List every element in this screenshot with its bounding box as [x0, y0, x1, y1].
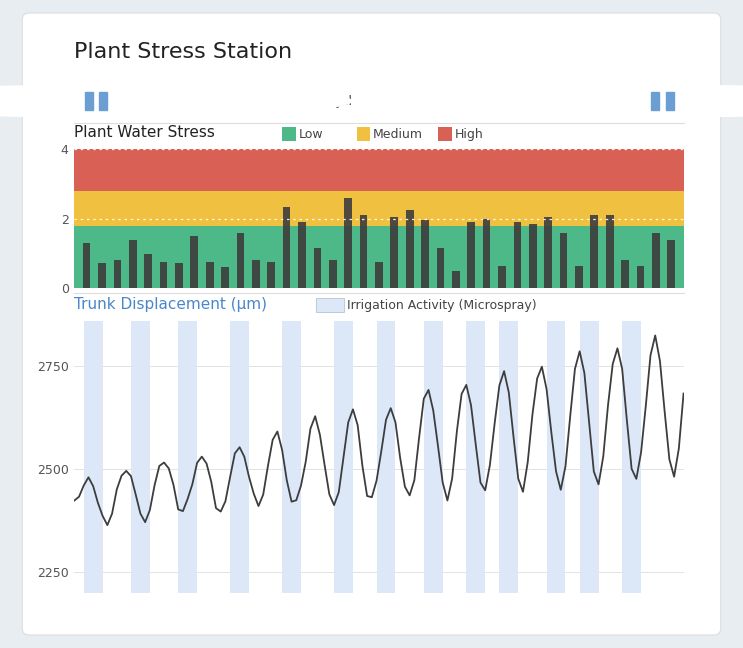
Bar	[591, 215, 598, 288]
Circle shape	[406, 86, 743, 117]
Bar	[190, 236, 198, 288]
Bar	[74, 226, 684, 288]
Bar	[131, 321, 150, 593]
Bar	[580, 321, 599, 593]
Bar	[329, 260, 337, 288]
Bar	[282, 321, 301, 593]
Bar	[230, 321, 249, 593]
Bar	[499, 321, 519, 593]
Bar	[545, 217, 552, 288]
Bar	[267, 262, 275, 288]
Bar	[575, 266, 583, 288]
Text: 5. Jul: 5. Jul	[321, 95, 351, 108]
Text: Plant Water Stress: Plant Water Stress	[74, 125, 215, 141]
Bar	[206, 262, 213, 288]
Bar	[144, 253, 152, 288]
Bar	[344, 198, 352, 288]
Bar	[452, 271, 460, 288]
Bar	[114, 260, 121, 288]
Bar	[498, 266, 506, 288]
Bar	[129, 240, 137, 288]
Bar	[82, 243, 91, 288]
Bar	[652, 92, 659, 111]
Bar	[377, 321, 395, 593]
Bar	[467, 222, 475, 288]
Bar	[74, 149, 684, 191]
Bar	[547, 321, 565, 593]
Circle shape	[0, 86, 351, 117]
Text: Trunk Displacement (μm): Trunk Displacement (μm)	[74, 297, 267, 312]
Text: Medium: Medium	[373, 128, 423, 141]
Text: Low: Low	[299, 128, 323, 141]
Text: High: High	[455, 128, 484, 141]
Bar	[559, 233, 568, 288]
Bar	[529, 224, 536, 288]
Bar	[74, 191, 684, 226]
Bar	[178, 321, 197, 593]
Bar	[437, 248, 444, 288]
Bar	[467, 321, 485, 593]
Bar	[421, 220, 429, 288]
Bar	[175, 263, 183, 288]
Bar	[283, 207, 291, 288]
Bar	[621, 260, 629, 288]
Bar	[236, 233, 244, 288]
Bar	[606, 215, 614, 288]
Bar	[667, 240, 675, 288]
Bar	[406, 210, 414, 288]
Bar	[513, 222, 522, 288]
Text: Plant Stress Station: Plant Stress Station	[74, 42, 293, 62]
Bar	[483, 218, 490, 288]
Bar	[84, 321, 103, 593]
Bar	[360, 215, 367, 288]
Bar	[666, 92, 674, 111]
Bar	[652, 233, 660, 288]
Bar	[391, 217, 398, 288]
Bar	[100, 92, 107, 111]
Bar	[375, 262, 383, 288]
Bar	[221, 267, 229, 288]
Bar	[98, 263, 106, 288]
Bar	[85, 92, 93, 111]
Text: Irrigation Activity (Microspray): Irrigation Activity (Microspray)	[347, 299, 536, 312]
Bar	[334, 321, 353, 593]
Bar	[622, 321, 641, 593]
Bar	[160, 262, 167, 288]
Bar	[314, 248, 321, 288]
Bar	[424, 321, 443, 593]
Text: 19. Jul: 19. Jul	[536, 95, 575, 108]
Bar	[298, 222, 306, 288]
Bar	[252, 260, 260, 288]
Bar	[637, 266, 644, 288]
